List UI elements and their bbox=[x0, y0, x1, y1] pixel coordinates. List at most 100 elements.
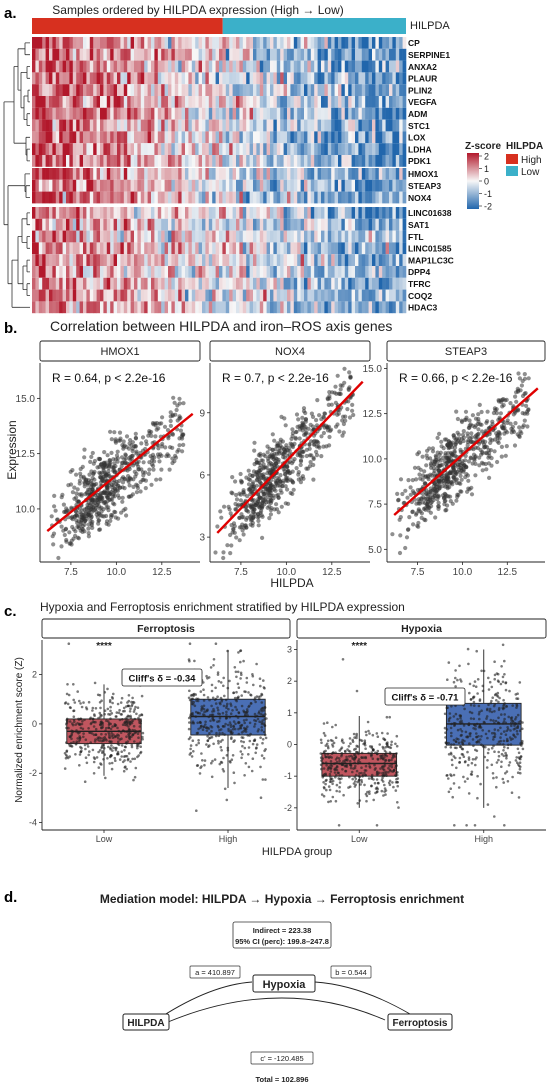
heatmap-row-cp bbox=[32, 37, 407, 49]
box-facets: Ferroptosis -4 -2 0 2 Low High **** Cliff's δ = … bbox=[29, 618, 547, 844]
xtick-hmox1-2: 12.5 bbox=[152, 567, 172, 578]
box-xtick-hypoxia-high: High bbox=[474, 834, 493, 844]
heatmap-row-plaur bbox=[32, 72, 407, 85]
indirect-label: Indirect = 223.38 bbox=[253, 926, 312, 935]
box-ytick-hypoxia-2: 0 bbox=[287, 740, 292, 750]
gene-label-steap3: STEAP3 bbox=[408, 181, 441, 191]
ci-label: 95% CI (perc): 199.8–247.8 bbox=[235, 937, 329, 946]
indirect-box bbox=[232, 921, 332, 949]
gene-label-plin2: PLIN2 bbox=[408, 85, 432, 95]
cliffs-delta-hypoxia: Cliff's δ = -0.71 bbox=[384, 687, 466, 706]
box-facet-title-hypoxia: Hypoxia bbox=[401, 623, 442, 635]
legend-label-low: Low bbox=[521, 167, 540, 178]
box-ylabel: Normalized enrichment score (Z) bbox=[14, 657, 25, 803]
heatmap-row-steap3 bbox=[32, 179, 407, 192]
gene-label-pdk1: PDK1 bbox=[408, 156, 431, 166]
xtick-hmox1-1: 10.0 bbox=[107, 567, 127, 578]
panel-d-letter: d. bbox=[4, 889, 17, 906]
box-strip-hypoxia bbox=[296, 618, 547, 639]
gene-label-hmox1: HMOX1 bbox=[408, 169, 439, 179]
heatmap-row-dpp4 bbox=[32, 266, 407, 278]
facet-title-nox4: NOX4 bbox=[275, 346, 305, 358]
box-ytick-hypoxia-1: -1 bbox=[284, 771, 292, 781]
facet-strip-steap3 bbox=[386, 340, 546, 362]
box-xlabel: HILPDA group bbox=[262, 846, 332, 858]
ytick-hmox1-0: 10.0 bbox=[16, 504, 36, 515]
node-hypoxia: Hypoxia bbox=[263, 979, 307, 991]
significance-ferroptosis: **** bbox=[96, 641, 112, 652]
ytick-steap3-1: 7.5 bbox=[368, 500, 382, 511]
xtick-nox4-2: 12.5 bbox=[322, 567, 342, 578]
xtick-steap3-2: 12.5 bbox=[498, 567, 518, 578]
heatmap-row-anxa2 bbox=[32, 60, 407, 73]
heatmap-cells bbox=[32, 37, 407, 314]
zscore-tick-3: -1 bbox=[484, 189, 492, 199]
gene-label-linc01638: LINC01638 bbox=[408, 208, 452, 218]
jitter-points-ferroptosis-low bbox=[63, 642, 145, 783]
regression-line-hmox1 bbox=[46, 412, 194, 532]
box-title: Hypoxia and Ferroptosis enrichment strat… bbox=[40, 600, 405, 614]
facet-title-steap3: STEAP3 bbox=[445, 346, 487, 358]
box-ytick-hypoxia-5: 3 bbox=[287, 645, 292, 655]
gene-label-tfrc: TFRC bbox=[408, 279, 431, 289]
gene-label-cp: CP bbox=[408, 38, 420, 48]
cliffs-delta-ferroptosis: Cliff's δ = -0.34 bbox=[121, 668, 203, 687]
b-label-box bbox=[330, 965, 372, 979]
facet-title-hmox1: HMOX1 bbox=[100, 346, 139, 358]
heatmap-row-lox bbox=[32, 131, 407, 144]
heatmap-row-stc1 bbox=[32, 119, 407, 132]
xtick-nox4-1: 10.0 bbox=[277, 567, 297, 578]
heatmap-row-tfrc bbox=[32, 277, 407, 290]
correlation-label-nox4: R = 0.7, p < 2.2e-16 bbox=[222, 371, 329, 385]
heatmap-row-ldha bbox=[32, 143, 407, 155]
gene-label-vegfa: VEGFA bbox=[408, 97, 437, 107]
scatter-points-steap3 bbox=[390, 371, 531, 556]
gene-label-stc1: STC1 bbox=[408, 121, 430, 131]
scatter-title: Correlation between HILPDA and iron–ROS … bbox=[50, 318, 392, 334]
zscore-tick-2: 0 bbox=[484, 177, 489, 187]
heatmap-row-plin2 bbox=[32, 84, 407, 96]
box-ytick-hypoxia-3: 1 bbox=[287, 708, 292, 718]
heatmap-row-serpine1 bbox=[32, 48, 407, 61]
panel-b: b. Correlation between HILPDA and iron–R… bbox=[4, 318, 546, 590]
scatter-xlabel: HILPDA bbox=[270, 576, 313, 590]
heatmap-row-adm bbox=[32, 107, 407, 120]
regression-line-nox4 bbox=[216, 380, 364, 534]
zscore-tick-4: -2 bbox=[484, 202, 492, 212]
box-strip-ferroptosis bbox=[41, 618, 291, 639]
group-legend-title: HILPDA bbox=[506, 141, 543, 152]
gene-label-anxa2: ANXA2 bbox=[408, 62, 437, 72]
zscore-legend: Z-score 2 1 0 -1 -2 bbox=[465, 141, 502, 212]
scatter-facet-hmox1: HMOX1 10.0 12.5 15.0 7.5 10.0 12.5 R = 0.64, p … bbox=[16, 340, 201, 578]
ytick-hmox1-1: 12.5 bbox=[16, 449, 36, 460]
ytick-steap3-4: 15.0 bbox=[363, 364, 383, 375]
heatmap-row-map1lc3c bbox=[32, 254, 407, 266]
xtick-steap3-0: 7.5 bbox=[411, 567, 425, 578]
cprime-label: c' = -120.485 bbox=[260, 1054, 303, 1063]
ytick-hmox1-2: 15.0 bbox=[16, 394, 36, 405]
a-label: a = 410.897 bbox=[195, 968, 235, 977]
regression-line-steap3 bbox=[393, 387, 539, 516]
panel-c-letter: c. bbox=[4, 603, 17, 620]
path-a-arrow bbox=[157, 981, 253, 1020]
panel-a: a. Samples ordered by HILPDA expression … bbox=[3, 3, 543, 314]
gene-label-coq2: COQ2 bbox=[408, 291, 432, 301]
jitter-points-hypoxia-high bbox=[443, 643, 525, 827]
legend-swatch-low bbox=[506, 166, 518, 176]
panel-a-letter: a. bbox=[4, 5, 17, 22]
a-label-box bbox=[189, 965, 241, 979]
facet-strip-hmox1 bbox=[39, 340, 201, 362]
gene-label-ldha: LDHA bbox=[408, 144, 432, 154]
box-ytick-ferroptosis-0: -4 bbox=[29, 818, 37, 828]
box-hypoxia-high bbox=[443, 643, 525, 827]
box-hypoxia-low bbox=[319, 658, 400, 827]
annotation-low bbox=[222, 18, 406, 34]
legend-swatch-high bbox=[506, 154, 518, 164]
heatmap-row-coq2 bbox=[32, 289, 407, 302]
scatter-ylabel: Expression bbox=[5, 420, 19, 479]
scatter-facets: HMOX1 10.0 12.5 15.0 7.5 10.0 12.5 R = 0.64, p … bbox=[16, 340, 546, 578]
zscore-legend-title: Z-score bbox=[465, 141, 502, 152]
correlation-label-hmox1: R = 0.64, p < 2.2e-16 bbox=[52, 371, 166, 385]
box-facet-hypoxia: Hypoxia -2 -1 0 1 2 3 Low High **** Cliff's δ = -0… bbox=[284, 618, 547, 844]
